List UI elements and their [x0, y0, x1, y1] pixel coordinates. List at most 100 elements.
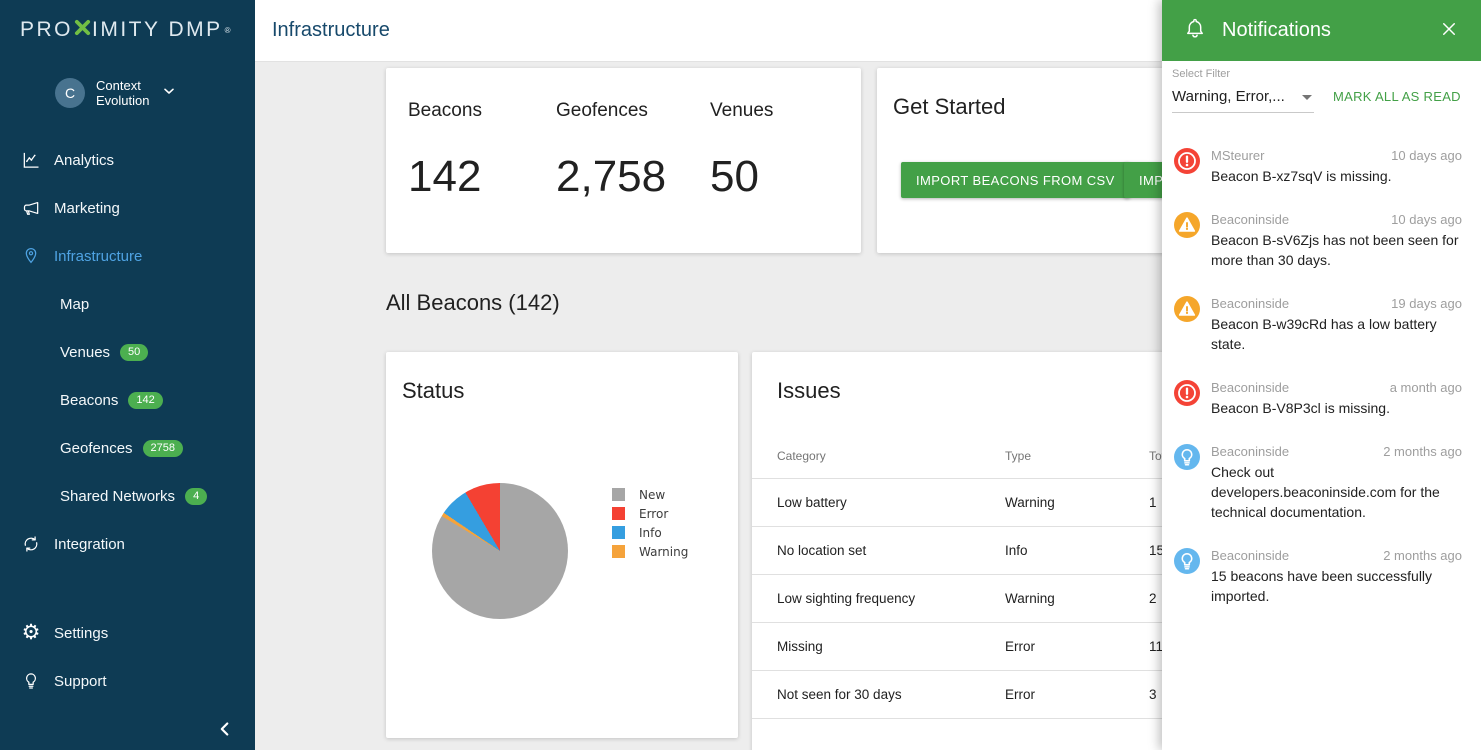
sidebar-item-marketing[interactable]: Marketing [0, 184, 255, 232]
sidebar-item-analytics[interactable]: Analytics [0, 136, 255, 184]
sidebar-item-integration[interactable]: Integration [0, 520, 255, 568]
pie-legend: New Error Info Warning [612, 485, 688, 561]
notification-message: Beacon B-w39cRd has a low battery state. [1211, 316, 1437, 352]
location-pin-icon [20, 246, 42, 266]
notification-item[interactable]: MSteurer 10 days ago Beacon B-xz7sqV is … [1162, 148, 1481, 186]
cell-type: Info [1005, 543, 1028, 558]
stat-value: 2,758 [556, 152, 667, 201]
account-switcher[interactable]: C Context Evolution [55, 78, 177, 108]
legend-swatch-error [612, 507, 625, 520]
notification-item[interactable]: Beaconinside 10 days ago Beacon B-sV6Zjs… [1162, 212, 1481, 270]
cell-category: Low sighting frequency [777, 591, 916, 606]
sidebar-item-settings[interactable]: ⚙ Settings [0, 609, 255, 657]
notification-item[interactable]: Beaconinside 19 days ago Beacon B-w39cRd… [1162, 296, 1481, 354]
legend-item-new: New [612, 485, 688, 504]
legend-swatch-info [612, 526, 625, 539]
notifications-list: MSteurer 10 days ago Beacon B-xz7sqV is … [1162, 141, 1481, 750]
filter-select[interactable]: Warning, Error,... [1172, 88, 1285, 105]
sidebar-item-label: Infrastructure [54, 247, 143, 265]
cell-category: No location set [777, 543, 867, 558]
sidebar-collapse-button[interactable] [211, 716, 239, 744]
notification-sender: Beaconinside [1211, 296, 1290, 311]
sidebar-item-label: Marketing [54, 199, 120, 217]
all-beacons-heading: All Beacons (142) [386, 290, 560, 315]
notification-time: 10 days ago [1391, 148, 1462, 163]
notifications-filter-section: Select Filter Warning, Error,... MARK AL… [1162, 61, 1481, 141]
mark-all-as-read-button[interactable]: MARK ALL AS READ [1333, 89, 1461, 104]
import-beacons-csv-button[interactable]: IMPORT BEACONS FROM CSV [901, 162, 1130, 198]
analytics-icon [20, 150, 42, 170]
sidebar-item-label: Integration [54, 535, 125, 553]
cell-type: Warning [1005, 495, 1055, 510]
status-card: Status New Error Info Warning [386, 352, 738, 738]
avatar-initial: C [64, 85, 76, 101]
page-title: Infrastructure [272, 19, 390, 41]
notification-message: Beacon B-sV6Zjs has not been seen for mo… [1211, 232, 1459, 268]
notification-message: 15 beacons have been successfully import… [1211, 568, 1433, 604]
sidebar-item-label: Analytics [54, 151, 115, 169]
legend-swatch-new [612, 488, 625, 501]
lightbulb-icon [20, 671, 42, 691]
logo-registered-mark: ® [224, 25, 234, 35]
close-notifications-button[interactable] [1437, 19, 1461, 43]
count-badge: 2758 [142, 439, 184, 457]
notification-sender: MSteurer [1211, 148, 1265, 163]
warning-icon [1174, 212, 1200, 238]
notification-body: Beaconinside 2 months ago 15 beacons hav… [1211, 548, 1462, 606]
issues-card-title: Issues [777, 378, 841, 403]
cell-type: Error [1005, 687, 1035, 702]
sidebar-item-beacons[interactable]: Beacons 142 [0, 376, 255, 424]
notification-time: 19 days ago [1391, 296, 1462, 311]
app-logo: PRO IMITY DMP ® [20, 18, 233, 42]
sidebar: PRO IMITY DMP ® C Context Evolution Analyt… [0, 0, 255, 750]
table-row: No location set Info 15 [752, 527, 1352, 575]
sidebar-item-venues[interactable]: Venues 50 [0, 328, 255, 376]
logo-x-icon [74, 18, 91, 42]
sidebar-item-geofences[interactable]: Geofences 2758 [0, 424, 255, 472]
cell-total: 11 [1149, 639, 1164, 654]
sidebar-item-support[interactable]: Support [0, 657, 255, 705]
legend-label: Warning [639, 544, 689, 559]
notification-item[interactable]: Beaconinside 2 months ago Check out deve… [1162, 444, 1481, 522]
cell-category: Missing [777, 639, 823, 654]
stat-label: Geofences [556, 100, 648, 121]
sidebar-item-label: Venues [60, 343, 111, 361]
stat-value: 50 [710, 152, 759, 201]
sidebar-item-label: Geofences [60, 439, 133, 457]
warning-icon [1174, 296, 1200, 322]
sidebar-item-map[interactable]: Map [0, 280, 255, 328]
notification-time: a month ago [1389, 380, 1462, 395]
cell-total: 1 [1149, 495, 1157, 510]
stat-label: Beacons [408, 100, 482, 121]
notification-body: Beaconinside a month ago Beacon B-V8P3cl… [1211, 380, 1462, 418]
notification-item[interactable]: Beaconinside a month ago Beacon B-V8P3cl… [1162, 380, 1481, 418]
avatar: C [55, 78, 85, 108]
sidebar-item-label: Settings [54, 624, 109, 642]
sidebar-item-shared-networks[interactable]: Shared Networks 4 [0, 472, 255, 520]
cell-total: 15 [1149, 543, 1165, 558]
legend-item-info: Info [612, 523, 688, 542]
dropdown-caret-icon[interactable] [1302, 95, 1312, 100]
cell-type: Error [1005, 639, 1035, 654]
notification-time: 2 months ago [1383, 548, 1462, 563]
account-name: Context Evolution [96, 78, 149, 108]
notification-time: 2 months ago [1383, 444, 1462, 459]
status-card-title: Status [402, 378, 465, 403]
notification-body: Beaconinside 19 days ago Beacon B-w39cRd… [1211, 296, 1462, 354]
notification-item[interactable]: Beaconinside 2 months ago 15 beacons hav… [1162, 548, 1481, 606]
sidebar-nav: Analytics Marketing Infrastructure Map V… [0, 136, 255, 568]
stat-label: Venues [710, 100, 774, 121]
table-row: Not seen for 30 days Error 3 [752, 671, 1352, 719]
close-icon [1440, 20, 1458, 41]
account-name-line2: Evolution [96, 93, 150, 108]
table-row: Low sighting frequency Warning 2 [752, 575, 1352, 623]
notifications-panel: Notifications Select Filter Warning, Err… [1162, 0, 1481, 750]
sidebar-item-infrastructure[interactable]: Infrastructure [0, 232, 255, 280]
error-icon [1174, 380, 1200, 406]
legend-item-error: Error [612, 504, 688, 523]
notification-body: Beaconinside 2 months ago Check out deve… [1211, 444, 1462, 522]
legend-label: Error [639, 506, 669, 521]
notification-message: Beacon B-V8P3cl is missing. [1211, 400, 1390, 416]
error-icon [1174, 148, 1200, 174]
info-lightbulb-icon [1174, 548, 1200, 574]
